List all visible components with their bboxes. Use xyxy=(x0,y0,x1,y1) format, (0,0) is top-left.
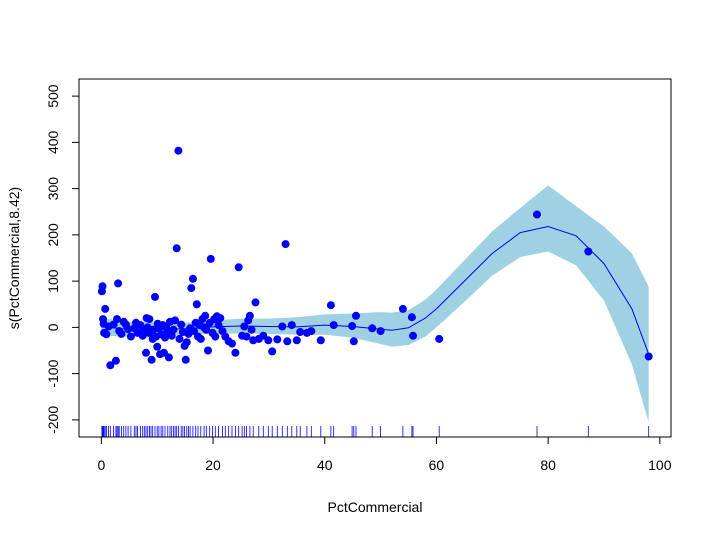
x-tick-label: 80 xyxy=(540,457,556,473)
data-point xyxy=(644,352,653,361)
data-point xyxy=(296,328,305,336)
x-axis: 0 20 40 60 80 100 xyxy=(97,436,672,473)
data-point xyxy=(174,146,183,155)
data-point xyxy=(283,337,292,346)
x-tick-label: 0 xyxy=(97,457,105,473)
y-tick-label: 100 xyxy=(45,269,61,293)
data-point xyxy=(175,334,184,343)
data-point xyxy=(153,342,162,351)
data-point xyxy=(106,361,115,370)
data-point xyxy=(177,320,186,329)
x-tick-label: 20 xyxy=(205,457,221,473)
data-point xyxy=(181,355,190,364)
data-point xyxy=(161,333,169,342)
data-point xyxy=(124,325,133,334)
data-point xyxy=(164,353,173,362)
data-point xyxy=(169,325,178,334)
y-tick-label: -100 xyxy=(45,359,61,387)
data-point xyxy=(167,331,176,340)
data-point xyxy=(228,339,236,348)
data-point xyxy=(316,336,325,345)
data-point xyxy=(292,336,301,345)
data-point xyxy=(231,348,240,357)
data-point xyxy=(264,336,273,345)
data-point xyxy=(98,282,107,291)
data-point xyxy=(201,311,210,320)
data-point xyxy=(211,332,220,341)
data-point xyxy=(113,315,121,324)
data-point xyxy=(409,331,417,340)
data-point xyxy=(251,298,260,307)
data-point xyxy=(273,335,282,344)
data-point xyxy=(171,316,180,325)
data-point xyxy=(352,311,360,320)
data-point xyxy=(147,355,156,364)
data-point xyxy=(216,314,225,323)
data-point xyxy=(151,292,159,301)
data-point xyxy=(192,300,201,309)
partial-residual-points xyxy=(97,146,653,370)
y-tick-label: 300 xyxy=(45,177,61,201)
data-point xyxy=(240,322,249,331)
data-point xyxy=(349,337,358,346)
data-point xyxy=(138,331,147,340)
data-point xyxy=(190,327,198,336)
data-point xyxy=(188,274,197,283)
data-point xyxy=(287,321,296,330)
data-point xyxy=(584,247,593,256)
data-point xyxy=(145,315,154,324)
data-point xyxy=(234,263,243,272)
data-point xyxy=(245,311,254,320)
data-point xyxy=(102,330,111,339)
data-point xyxy=(398,304,407,313)
y-tick-label: 400 xyxy=(45,130,61,154)
data-point xyxy=(435,334,444,343)
x-tick-label: 100 xyxy=(648,457,672,473)
data-point xyxy=(533,210,541,219)
data-point xyxy=(187,284,196,293)
data-point xyxy=(407,313,416,322)
data-point xyxy=(172,244,181,253)
y-tick-label: 500 xyxy=(45,84,61,108)
data-point xyxy=(126,332,135,341)
data-point xyxy=(111,356,120,365)
data-point xyxy=(368,324,377,333)
y-tick-label: -200 xyxy=(45,406,61,434)
y-axis-label: s(PctCommercial,8.42) xyxy=(6,187,22,329)
y-tick-label: 0 xyxy=(45,323,61,331)
data-point xyxy=(326,301,335,310)
data-point xyxy=(376,327,385,336)
data-point xyxy=(307,327,316,336)
data-point xyxy=(278,322,287,331)
data-point xyxy=(204,346,212,355)
data-point xyxy=(101,304,110,313)
data-point xyxy=(117,329,126,338)
data-point xyxy=(202,325,211,334)
data-point xyxy=(214,321,223,330)
data-point xyxy=(142,348,150,357)
data-point xyxy=(268,347,277,356)
x-tick-label: 40 xyxy=(317,457,333,473)
rug-ticks xyxy=(101,426,650,437)
data-point xyxy=(196,334,205,343)
y-axis: -200 -100 0 100 200 300 400 500 xyxy=(45,84,80,434)
data-point xyxy=(242,332,251,341)
data-point xyxy=(114,279,123,288)
data-point xyxy=(281,240,290,249)
confidence-band xyxy=(101,185,649,423)
confidence-band-layer xyxy=(101,185,649,423)
data-point xyxy=(329,321,338,330)
x-tick-label: 60 xyxy=(429,457,445,473)
data-point xyxy=(182,338,191,347)
x-axis-label: PctCommercial xyxy=(328,499,423,515)
y-tick-label: 200 xyxy=(45,223,61,247)
data-point xyxy=(247,325,256,334)
data-point xyxy=(348,322,357,330)
data-point xyxy=(206,254,215,263)
